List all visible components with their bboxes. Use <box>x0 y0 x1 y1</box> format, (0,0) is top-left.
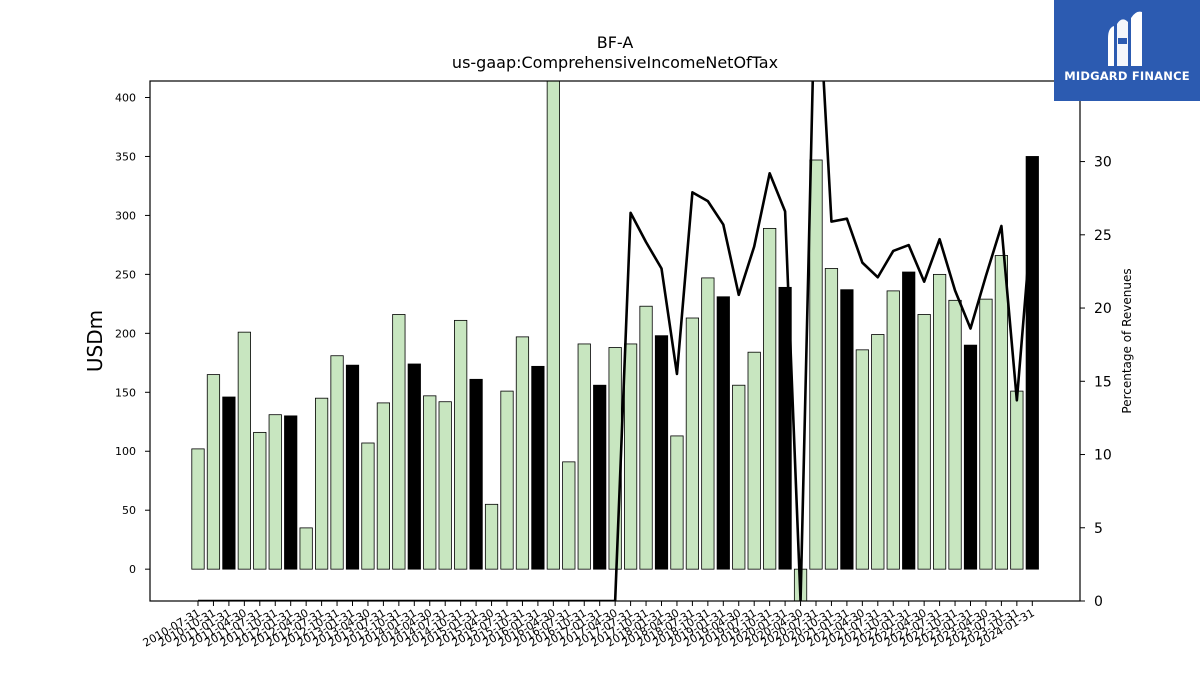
right-tick-label: 0 <box>1094 594 1103 610</box>
right-tick-label: 15 <box>1094 374 1112 390</box>
bar <box>963 344 978 570</box>
bar <box>824 268 839 570</box>
bar <box>747 351 761 570</box>
bar <box>484 503 499 570</box>
bar <box>654 335 669 570</box>
bar <box>222 396 236 570</box>
bar <box>886 290 900 570</box>
bar <box>268 414 282 570</box>
x-axis: 2010-07-312010-10-312011-01-312011-04-30… <box>141 601 1037 650</box>
bar <box>670 435 684 570</box>
bar <box>778 286 792 570</box>
right-tick-label: 10 <box>1094 448 1112 464</box>
chart-subtitle: us-gaap:ComprehensiveIncomeNetOfTax <box>452 53 778 72</box>
bar <box>407 363 421 570</box>
bar <box>423 395 437 570</box>
y-axis-label: USDm <box>83 310 107 372</box>
line-layer <box>198 81 1034 601</box>
bar <box>840 289 854 570</box>
bar <box>979 298 993 570</box>
bar <box>763 227 777 570</box>
bar <box>284 415 298 570</box>
bar <box>608 347 622 570</box>
bar <box>314 397 329 570</box>
left-tick-label: 250 <box>115 268 136 281</box>
bar <box>515 336 530 570</box>
bar <box>299 527 313 570</box>
percentage-line <box>198 81 1034 601</box>
right-tick-label: 5 <box>1094 521 1103 537</box>
bar <box>500 390 514 570</box>
bar <box>253 431 267 570</box>
left-tick-label: 300 <box>115 209 136 222</box>
midgard-logo-icon <box>1108 11 1142 67</box>
bar <box>392 314 406 570</box>
y2-axis-label: Percentage of Revenues <box>1120 268 1134 413</box>
bar <box>933 273 947 570</box>
bar <box>345 364 360 570</box>
left-axis: 0 50 100 150 200 250 300 350 400 <box>115 92 150 576</box>
bar <box>902 271 916 570</box>
bar <box>732 384 746 570</box>
chart-title: BF-A <box>597 33 634 52</box>
left-tick-label: 400 <box>115 92 136 105</box>
bar <box>809 159 823 570</box>
right-tick-label: 30 <box>1094 155 1112 171</box>
bar <box>1010 390 1024 570</box>
left-tick-label: 350 <box>115 150 136 163</box>
bar <box>593 384 607 570</box>
logo: MIDGARD FINANCE <box>1054 0 1200 101</box>
right-axis: 05101520253035 <box>1080 81 1112 610</box>
left-tick-label: 100 <box>115 445 136 458</box>
bar <box>994 255 1009 570</box>
logo-text: MIDGARD FINANCE <box>1064 69 1190 83</box>
bar <box>237 331 251 570</box>
right-tick-label: 20 <box>1094 301 1112 317</box>
bar <box>917 314 931 570</box>
right-tick-label: 25 <box>1094 228 1112 244</box>
bar <box>438 401 452 570</box>
bar <box>376 402 391 570</box>
bar <box>685 317 700 570</box>
bar <box>948 299 962 570</box>
bar <box>716 296 730 570</box>
bar <box>577 343 591 570</box>
bar <box>531 365 545 570</box>
bar <box>469 378 483 570</box>
bar <box>562 461 576 570</box>
bar <box>191 448 205 570</box>
bar <box>454 319 468 570</box>
bar <box>206 374 221 570</box>
left-tick-label: 50 <box>122 504 136 517</box>
bar <box>330 355 344 570</box>
bar <box>701 277 715 570</box>
bar <box>624 343 638 570</box>
bars-layer <box>191 81 1039 601</box>
bar <box>361 442 375 570</box>
bar <box>546 81 560 570</box>
bar <box>871 334 885 570</box>
left-tick-label: 150 <box>115 386 136 399</box>
left-tick-label: 0 <box>129 563 136 576</box>
bar <box>639 305 653 570</box>
left-tick-label: 200 <box>115 327 136 340</box>
bar <box>855 349 869 570</box>
